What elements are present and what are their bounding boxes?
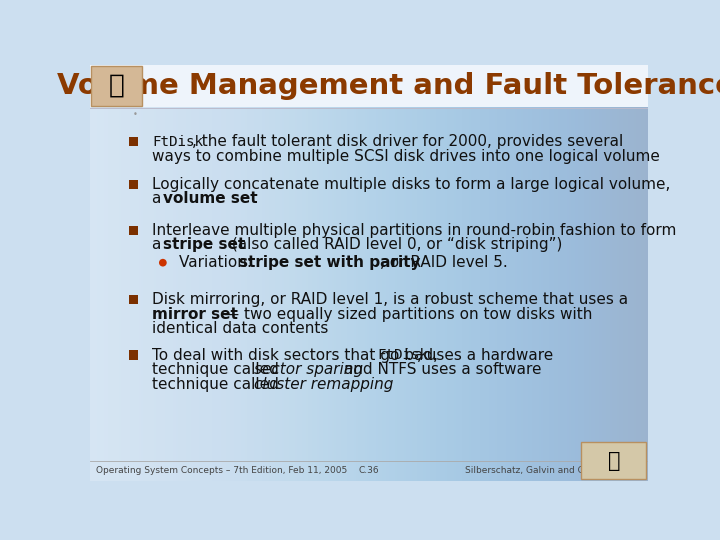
- Text: Silberschatz, Galvin and Gagne ©2005: Silberschatz, Galvin and Gagne ©2005: [465, 466, 642, 475]
- Text: To deal with disk sectors that go bad,: To deal with disk sectors that go bad,: [152, 348, 443, 362]
- Text: cluster remapping: cluster remapping: [254, 377, 394, 392]
- Text: Volume Management and Fault Tolerance: Volume Management and Fault Tolerance: [57, 72, 720, 100]
- Bar: [91, 66, 142, 106]
- Text: mirror set: mirror set: [152, 307, 238, 322]
- Text: volume set: volume set: [163, 191, 258, 206]
- Text: technique called: technique called: [152, 377, 284, 392]
- Text: stripe set: stripe set: [163, 238, 246, 253]
- Circle shape: [159, 259, 167, 267]
- Text: ways to combine multiple SCSI disk drives into one logical volume: ways to combine multiple SCSI disk drive…: [152, 149, 660, 164]
- Bar: [90, 65, 648, 107]
- Text: Logically concatenate multiple disks to form a large logical volume,: Logically concatenate multiple disks to …: [152, 177, 670, 192]
- Text: stripe set with parity: stripe set with parity: [240, 255, 421, 270]
- Text: — two equally sized partitions on tow disks with: — two equally sized partitions on tow di…: [219, 307, 592, 322]
- Bar: [129, 226, 138, 235]
- Bar: [129, 137, 138, 146]
- Text: •: •: [132, 110, 138, 119]
- Text: , or RAID level 5.: , or RAID level 5.: [380, 255, 508, 270]
- Text: Operating System Concepts – 7th Edition, Feb 11, 2005: Operating System Concepts – 7th Edition,…: [96, 466, 348, 475]
- Text: , uses a hardware: , uses a hardware: [417, 348, 553, 362]
- Bar: [129, 350, 138, 360]
- Bar: [129, 179, 138, 189]
- Bar: [581, 442, 647, 479]
- Text: 🐍: 🐍: [109, 72, 125, 99]
- Text: , the fault tolerant disk driver for 2000, provides several: , the fault tolerant disk driver for 200…: [192, 134, 623, 149]
- Text: (also called RAID level 0, or “disk striping”): (also called RAID level 0, or “disk stri…: [227, 238, 562, 253]
- Bar: [129, 295, 138, 304]
- Text: Interleave multiple physical partitions in round-robin fashion to form: Interleave multiple physical partitions …: [152, 223, 676, 238]
- Text: Variation:: Variation:: [179, 255, 257, 270]
- Text: identical data contents: identical data contents: [152, 321, 328, 336]
- Text: a: a: [152, 238, 166, 253]
- Text: a: a: [152, 191, 166, 206]
- Text: sector sparing: sector sparing: [254, 362, 363, 377]
- Text: FtDisk: FtDisk: [377, 348, 428, 362]
- Text: FtDisk: FtDisk: [152, 135, 203, 149]
- Text: and NTFS uses a software: and NTFS uses a software: [338, 362, 541, 377]
- Text: technique called: technique called: [152, 362, 284, 377]
- Text: Disk mirroring, or RAID level 1, is a robust scheme that uses a: Disk mirroring, or RAID level 1, is a ro…: [152, 292, 628, 307]
- Text: C.36: C.36: [359, 466, 379, 475]
- Text: 🔒: 🔒: [608, 450, 620, 470]
